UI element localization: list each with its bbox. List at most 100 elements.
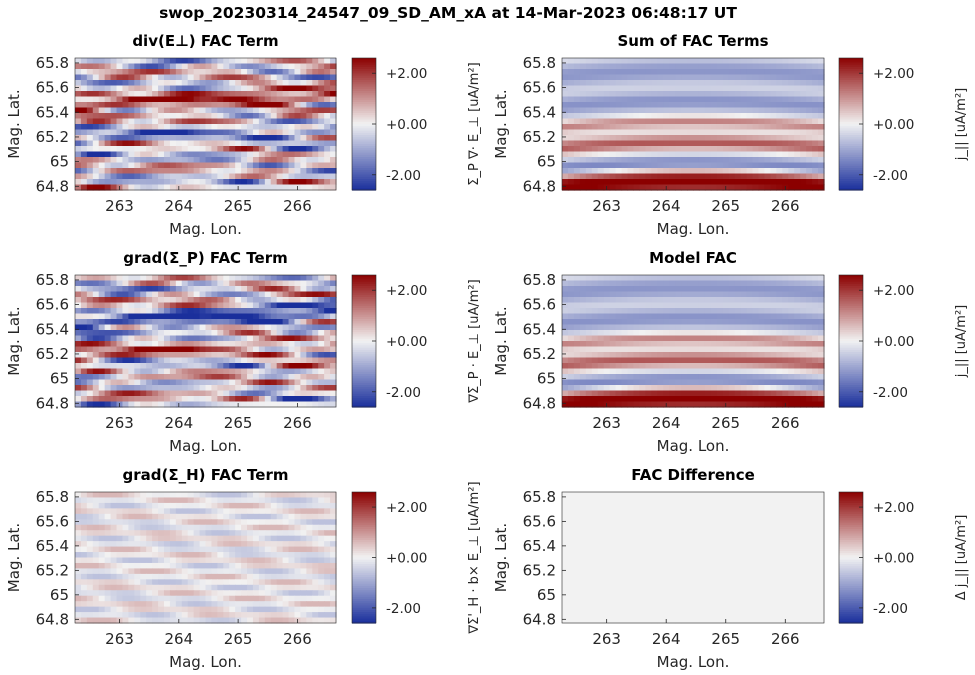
heatmap-cell: [312, 58, 319, 65]
heatmap-cell: [152, 379, 159, 386]
heatmap-cell: [276, 341, 284, 348]
heatmap-cell: [704, 374, 712, 381]
heatmap-cell: [639, 275, 646, 282]
heatmap-cell: [812, 91, 819, 98]
heatmap-cell: [710, 385, 718, 392]
heatmap-cell: [158, 162, 165, 169]
heatmap-cell: [104, 157, 112, 164]
heatmap-cell: [175, 513, 183, 520]
heatmap-cell: [86, 390, 94, 397]
heatmap-cell: [621, 291, 629, 298]
heatmap-cell: [740, 74, 748, 81]
heatmap-cell: [681, 396, 688, 403]
heatmap-cell: [270, 102, 278, 109]
heatmap-cell: [193, 401, 201, 408]
heatmap-cell: [627, 151, 635, 158]
heatmap-cell: [716, 341, 724, 348]
heatmap-cell: [241, 146, 248, 153]
heatmap-cell: [698, 302, 706, 309]
heatmap-cell: [122, 69, 129, 76]
heatmap-cell: [621, 341, 629, 348]
heatmap-cell: [294, 146, 302, 153]
heatmap-cell: [264, 302, 272, 309]
heatmap-cell: [193, 146, 201, 153]
heatmap-cell: [270, 168, 278, 175]
heatmap-cell: [312, 308, 319, 315]
heatmap-cell: [288, 135, 296, 142]
heatmap-cell: [800, 184, 807, 191]
heatmap-cell: [693, 80, 700, 87]
heatmap-cell: [270, 535, 278, 542]
heatmap-cell: [187, 107, 195, 114]
heatmap-cell: [282, 102, 290, 109]
heatmap-cell: [698, 162, 706, 169]
heatmap-cell: [669, 374, 676, 381]
heatmap-cell: [116, 508, 124, 515]
heatmap-cell: [270, 146, 278, 153]
heatmap-cell: [615, 140, 623, 147]
heatmap-cell: [633, 401, 640, 408]
heatmap-cell: [169, 124, 177, 131]
heatmap-cell: [211, 297, 218, 304]
heatmap-cell: [134, 330, 141, 337]
heatmap-cell: [663, 135, 670, 142]
heatmap-cell: [698, 129, 706, 136]
heatmap-cell: [116, 140, 124, 147]
heatmap-cell: [187, 58, 195, 65]
heatmap-cell: [562, 324, 569, 331]
heatmap-cell: [294, 168, 302, 175]
heatmap-cell: [199, 385, 207, 392]
heatmap-cell: [734, 385, 742, 392]
heatmap-cell: [276, 535, 284, 542]
heatmap-cell: [651, 129, 658, 136]
heatmap-cell: [276, 513, 284, 520]
heatmap-cell: [110, 286, 118, 293]
heatmap-cell: [710, 390, 718, 397]
heatmap-cell: [740, 330, 748, 337]
heatmap-cell: [264, 280, 272, 287]
heatmap-cell: [615, 80, 623, 87]
heatmap-cell: [633, 80, 640, 87]
heatmap-cell: [562, 146, 569, 153]
heatmap-cell: [609, 102, 617, 109]
heatmap-cell: [318, 357, 325, 364]
heatmap-cell: [92, 302, 100, 309]
heatmap-cell: [722, 280, 730, 287]
heatmap-cell: [693, 129, 700, 136]
heatmap-cell: [734, 313, 742, 320]
heatmap-cell: [693, 302, 700, 309]
heatmap-cell: [573, 74, 581, 81]
heatmap-cell: [330, 102, 337, 109]
heatmap-cell: [312, 324, 319, 331]
heatmap-cell: [621, 168, 629, 175]
heatmap-cell: [146, 96, 153, 103]
heatmap-cell: [615, 297, 623, 304]
heatmap-cell: [175, 341, 183, 348]
heatmap-cell: [80, 157, 88, 164]
heatmap-cell: [140, 96, 147, 103]
heatmap-cell: [621, 118, 629, 125]
heatmap-cell: [627, 302, 635, 309]
heatmap-cell: [312, 513, 319, 520]
heatmap-cell: [734, 374, 742, 381]
heatmap-cell: [722, 80, 730, 87]
heatmap-cell: [169, 280, 177, 287]
heatmap-cell: [193, 396, 201, 403]
heatmap-cell: [687, 91, 694, 98]
heatmap-cell: [609, 363, 617, 370]
heatmap-cell: [282, 352, 290, 359]
heatmap-cell: [615, 357, 623, 364]
heatmap-cell: [241, 173, 248, 180]
heatmap-cell: [134, 113, 141, 120]
heatmap-cell: [752, 107, 760, 114]
heatmap-cell: [603, 324, 611, 331]
heatmap-cell: [86, 502, 94, 509]
heatmap-cell: [669, 390, 676, 397]
heatmap-cell: [241, 275, 248, 282]
heatmap-cell: [199, 535, 207, 542]
heatmap-cell: [205, 341, 213, 348]
heatmap-cell: [235, 385, 242, 392]
colorbar-step: [352, 319, 376, 322]
heatmap-cell: [252, 535, 260, 542]
heatmap-cell: [633, 368, 640, 375]
